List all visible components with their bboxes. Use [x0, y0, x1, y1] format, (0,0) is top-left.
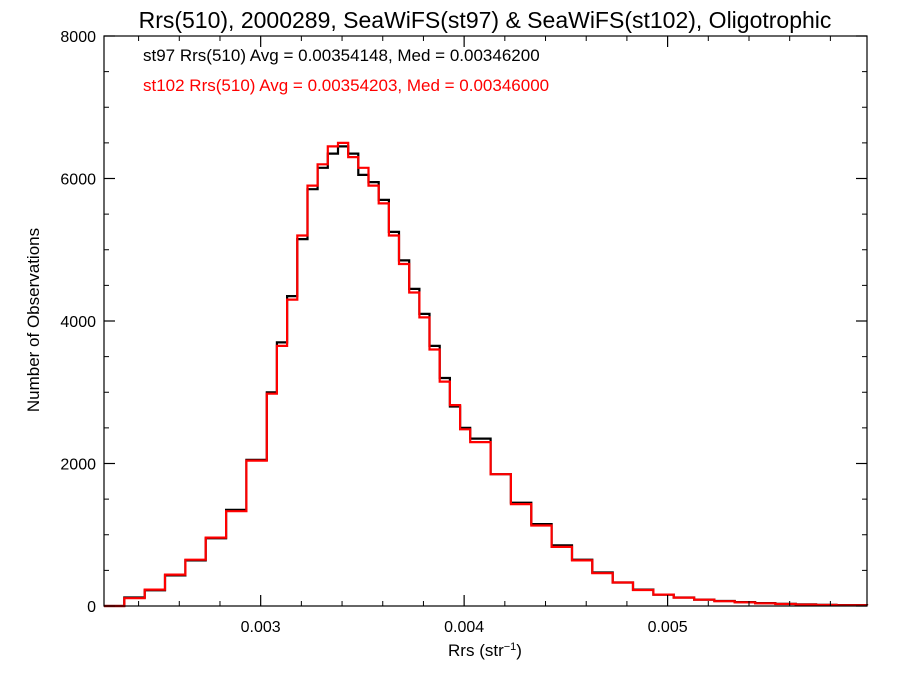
y-axis: 0 2000 4000 6000 8000 — [60, 29, 867, 616]
x-axis-label: Rrs (str−1) — [448, 641, 522, 660]
x-tick-label-1: 0.004 — [444, 619, 484, 636]
chart-title: Rrs(510), 2000289, SeaWiFS(st97) & SeaWi… — [139, 7, 832, 33]
x-tick-label-0: 0.003 — [241, 619, 281, 636]
x-axis: 0.003 0.004 0.005 — [138, 36, 831, 636]
series-line-st102 — [104, 141, 869, 608]
plot-frame — [103, 35, 868, 607]
x-tick-label-2: 0.005 — [648, 619, 688, 636]
series-layer — [104, 141, 869, 608]
legend-annotations: st97 Rrs(510) Avg = 0.00354148, Med = 0.… — [143, 46, 549, 95]
y-tick-label-4: 8000 — [60, 29, 96, 46]
y-axis-label: Number of Observations — [24, 228, 43, 412]
annotation-1: st102 Rrs(510) Avg = 0.00354203, Med = 0… — [143, 76, 549, 95]
y-tick-label-1: 2000 — [60, 457, 96, 474]
y-tick-label-2: 4000 — [60, 314, 96, 331]
y-tick-label-0: 0 — [87, 599, 96, 616]
y-tick-label-3: 6000 — [60, 172, 96, 189]
annotation-0: st97 Rrs(510) Avg = 0.00354148, Med = 0.… — [143, 46, 540, 65]
